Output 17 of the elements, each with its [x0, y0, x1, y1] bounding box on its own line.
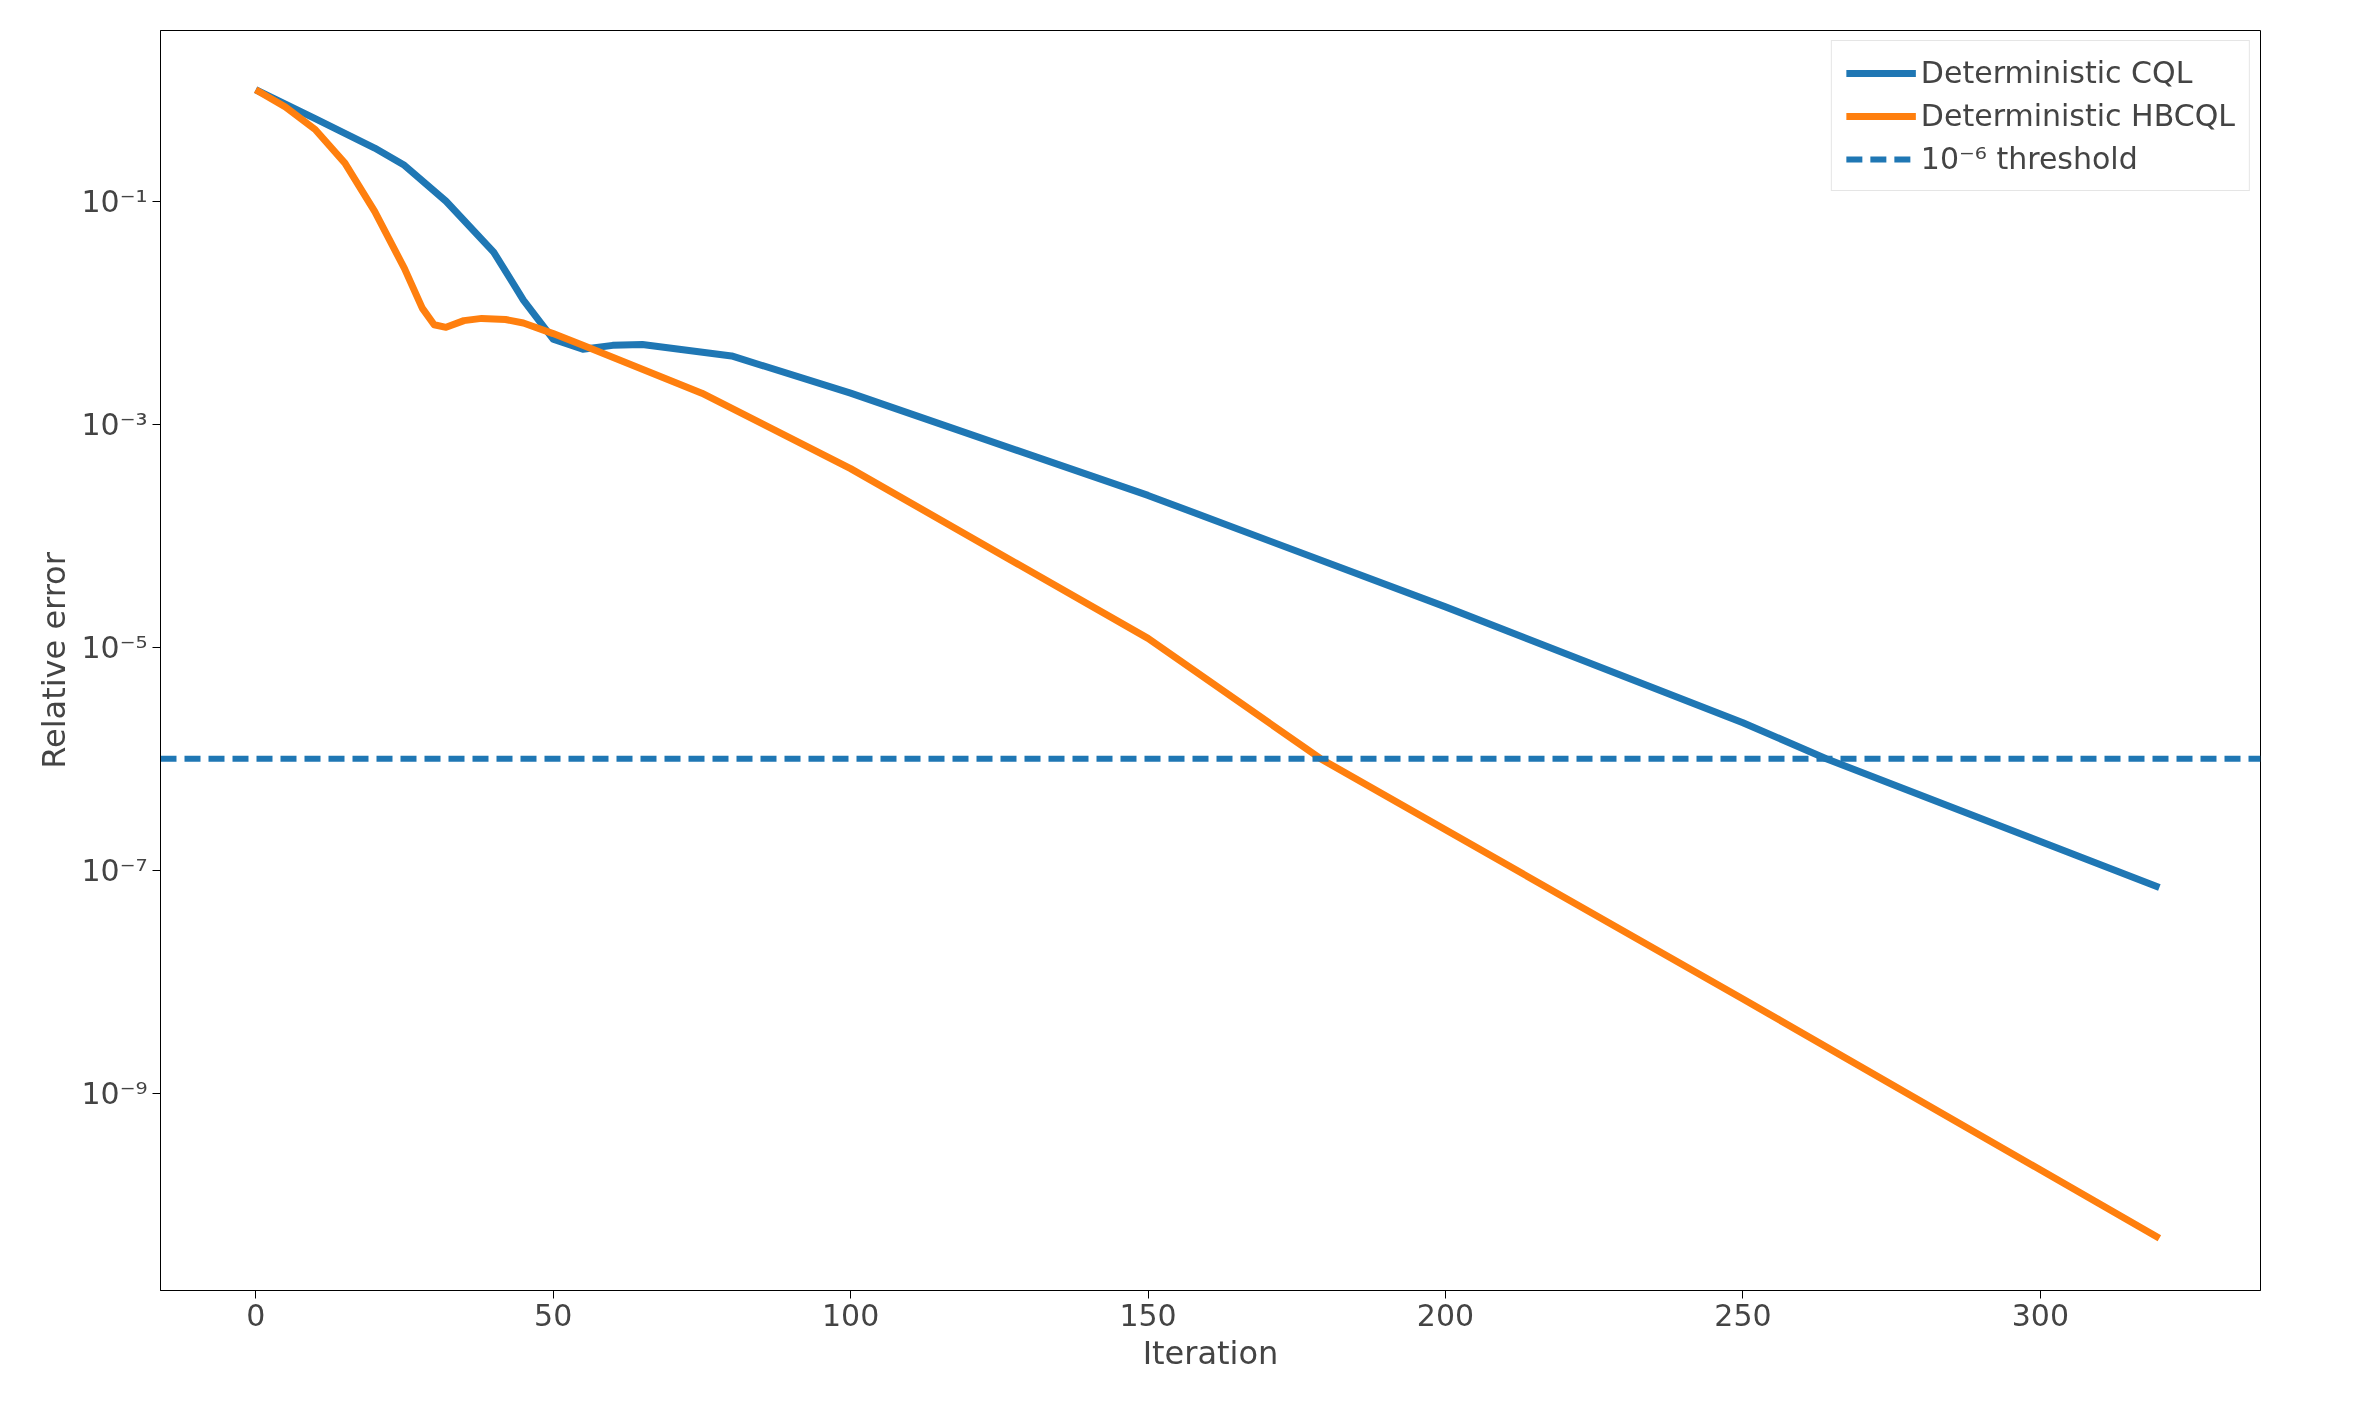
y-tick-label: 10⁻³: [81, 406, 148, 442]
x-tick-label: 250: [1714, 1297, 1772, 1333]
x-tick-label: 150: [1119, 1297, 1177, 1333]
x-tick-label: 0: [246, 1297, 266, 1333]
x-tick-label: 300: [2011, 1297, 2070, 1333]
legend-label: Deterministic CQL: [1920, 55, 2193, 90]
x-tick-label: 100: [821, 1297, 880, 1333]
x-tick-label: 50: [534, 1297, 573, 1333]
y-tick-label: 10⁻¹: [81, 183, 148, 219]
y-tick-label: 10⁻⁵: [81, 629, 148, 665]
x-axis-title: Iteration: [1142, 1333, 1279, 1372]
y-tick-label: 10⁻⁹: [81, 1075, 148, 1111]
legend-label: Deterministic HBCQL: [1920, 98, 2235, 133]
y-axis-title: Relative error: [35, 551, 74, 769]
y-tick-label: 10⁻⁷: [81, 852, 148, 888]
legend-label: 10⁻⁶ threshold: [1920, 141, 2138, 176]
x-tick-label: 200: [1416, 1297, 1475, 1333]
